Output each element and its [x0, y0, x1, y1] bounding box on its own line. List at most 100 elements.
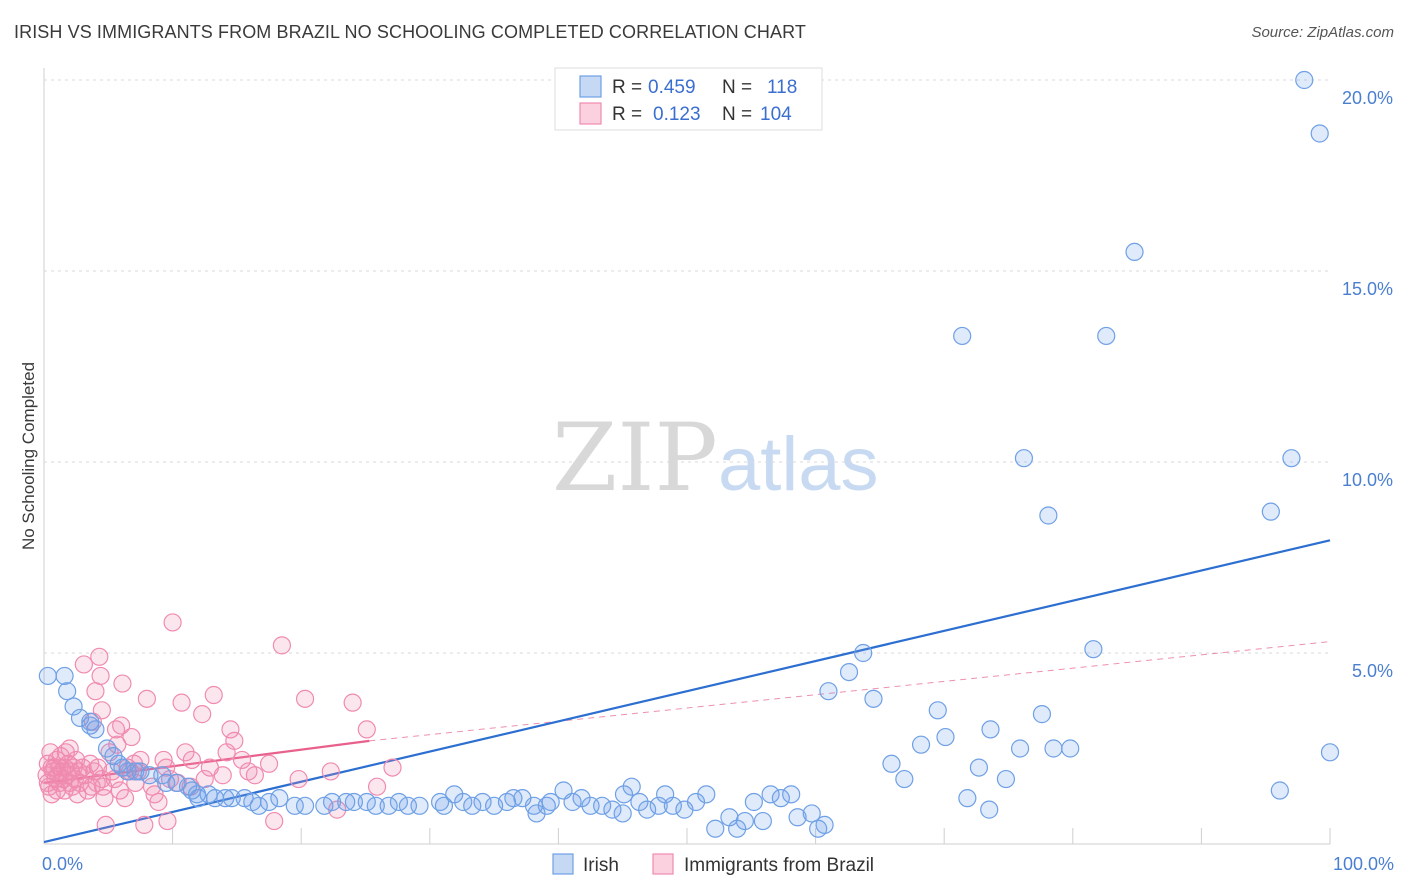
legend-swatch-brazil	[579, 102, 602, 125]
irish-point	[936, 727, 955, 747]
irish-point	[167, 773, 186, 792]
brazil-point	[172, 693, 191, 712]
irish-point	[911, 735, 931, 754]
legend-irish-n-value: 118	[767, 77, 797, 98]
irish-point	[379, 796, 398, 815]
irish-point	[782, 785, 801, 804]
irish-point	[216, 789, 235, 808]
brazil-point	[92, 701, 111, 720]
irish-point	[140, 766, 159, 785]
irish-point	[819, 682, 838, 701]
y-tick-label: 20.0%	[1342, 88, 1393, 108]
brazil-point	[137, 689, 156, 708]
brazil-point	[163, 613, 182, 632]
irish-point	[473, 792, 492, 812]
irish-point	[357, 792, 376, 812]
irish-point	[86, 720, 105, 739]
irish-point	[854, 643, 873, 663]
irish-point	[270, 789, 289, 808]
irish-point	[295, 796, 315, 815]
irish-point	[454, 792, 473, 812]
irish-point	[1039, 506, 1058, 525]
irish-point	[603, 800, 622, 819]
irish-point	[64, 697, 83, 716]
y-tick-label: 5.0%	[1352, 661, 1393, 681]
brazil-point	[90, 647, 109, 666]
brazil-point	[122, 727, 141, 747]
brazil-point	[176, 743, 195, 762]
brazil-point	[182, 750, 201, 770]
irish-point	[1061, 739, 1080, 758]
irish-point	[1010, 739, 1030, 758]
irish-point	[1310, 124, 1329, 143]
brazil-point	[135, 815, 154, 835]
irish-point	[126, 762, 145, 781]
irish-point	[157, 773, 176, 792]
brazil-point	[272, 636, 292, 655]
bottom-legend-swatch-irish	[552, 853, 574, 875]
irish-point	[337, 792, 356, 812]
irish-point	[996, 769, 1016, 789]
irish-point	[771, 789, 790, 808]
x-tick-label-min: 0.0%	[42, 854, 83, 874]
irish-point	[410, 796, 429, 815]
irish-point	[981, 720, 1000, 739]
y-tick-label: 10.0%	[1342, 470, 1393, 490]
irish-point	[434, 796, 454, 815]
brazil-point	[232, 750, 252, 770]
irish-point	[686, 792, 706, 812]
irish-point	[630, 792, 649, 812]
irish-trend-line	[43, 539, 1331, 844]
bottom-legend-brazil: Immigrants from Brazil	[684, 855, 874, 876]
brazil-point	[265, 811, 284, 831]
irish-point	[969, 758, 989, 777]
source-label: Source: ZipAtlas.com	[1251, 24, 1394, 41]
irish-point	[344, 792, 364, 812]
irish-point	[1032, 705, 1052, 724]
irish-point	[38, 666, 57, 686]
brazil-point	[74, 655, 93, 674]
brazil-point	[113, 674, 132, 693]
brazil-point	[367, 777, 387, 796]
brazil-point	[225, 731, 244, 750]
irish-point	[1295, 70, 1314, 90]
irish-point	[649, 796, 668, 815]
brazil-point	[86, 682, 105, 701]
brazil-point	[289, 769, 308, 789]
brazil-point	[95, 789, 114, 808]
irish-point	[622, 777, 641, 796]
irish-point	[322, 792, 342, 812]
irish-point	[663, 796, 682, 815]
irish-point	[953, 326, 972, 346]
irish-point	[563, 792, 582, 812]
irish-point	[1125, 242, 1144, 261]
irish-point	[1320, 743, 1340, 762]
irish-point	[131, 762, 150, 781]
brazil-point	[204, 685, 223, 705]
y-axis-tick-labels: 5.0% 10.0% 15.0% 20.0%	[1342, 88, 1393, 681]
legend-brazil-n-value: 104	[760, 104, 792, 125]
irish-point	[541, 792, 560, 812]
irish-point	[366, 796, 385, 815]
legend-swatch-irish	[579, 75, 602, 98]
brazil-point	[60, 739, 79, 758]
brazil-point	[221, 720, 240, 739]
irish-point	[97, 739, 117, 758]
correlation-legend: R = 0.459 N = 118 R = 0.123 N = 104	[554, 67, 823, 131]
series-legend: Irish Immigrants from Brazil	[552, 853, 874, 876]
irish-point	[118, 762, 137, 781]
irish-point	[389, 792, 409, 812]
irish-point	[55, 666, 74, 686]
series-brazil-points	[37, 613, 402, 835]
irish-point	[802, 804, 821, 823]
irish-point	[463, 796, 482, 815]
irish-point	[744, 792, 763, 812]
irish-point	[638, 800, 657, 819]
legend-irish-r-label: R =	[612, 77, 642, 98]
irish-point	[882, 754, 901, 773]
irish-point	[980, 800, 999, 819]
irish-point	[1282, 449, 1301, 468]
brazil-point	[295, 689, 315, 708]
brazil-point	[112, 716, 131, 735]
irish-point	[735, 811, 754, 831]
